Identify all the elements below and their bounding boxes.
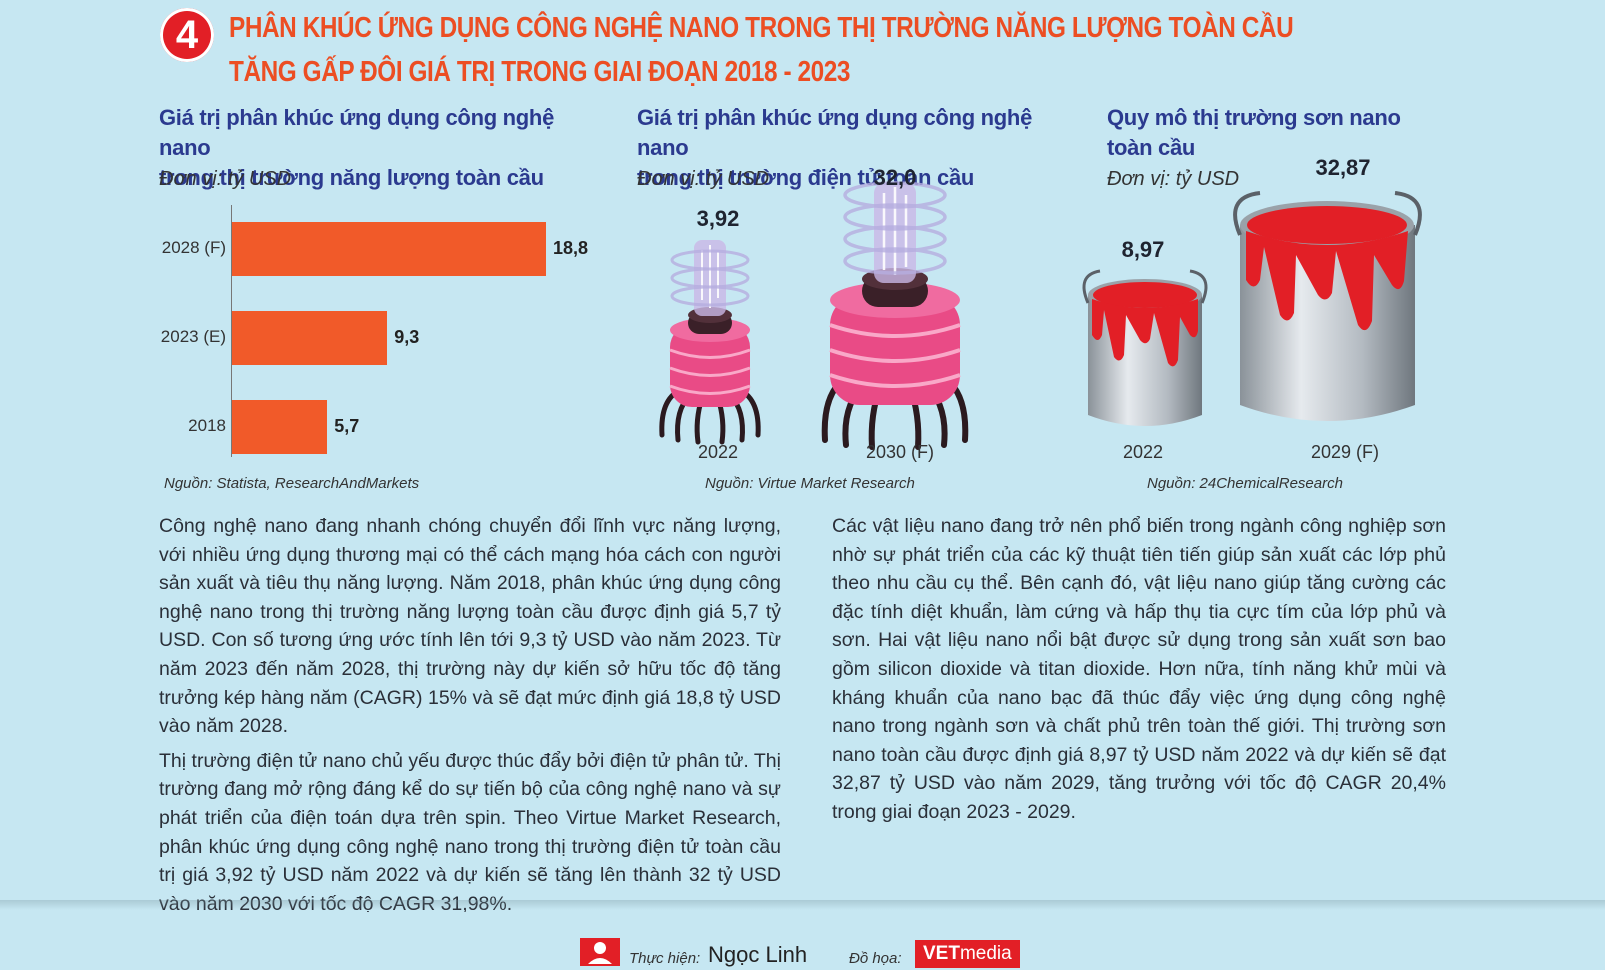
chart1-title-line2: trong thị trường năng lượng toàn cầu bbox=[159, 165, 544, 190]
person-icon bbox=[580, 938, 620, 966]
chip-figure-2022 bbox=[659, 240, 761, 445]
chart1-bar-2 bbox=[232, 400, 328, 454]
author-name: Ngọc Linh bbox=[708, 942, 808, 967]
chart1-value-label-1: 9,3 bbox=[394, 327, 420, 347]
chart3-category-label-2022: 2022 bbox=[1122, 442, 1164, 462]
vetmedia-logo: VETmedia bbox=[915, 940, 1020, 968]
chart2-category-label-2022: 2022 bbox=[697, 442, 739, 462]
section-number-badge: 4 bbox=[160, 8, 214, 62]
footer: Thực hiện: Ngọc Linh Đồ họa: VETmedia bbox=[0, 912, 1605, 970]
chart1-plot: 18,8 2028 (F) 9,3 2023 (E) 5,7 2018 bbox=[0, 0, 620, 470]
chart1-title: Giá trị phân khúc ứng dụng công nghệ nan… bbox=[159, 103, 599, 193]
chart1-category-label-2: 2018 bbox=[188, 416, 226, 435]
chart2-value-label-2022: 3,92 bbox=[696, 206, 740, 231]
footer-divider bbox=[0, 900, 1605, 910]
body-left-column: Công nghệ nano đang nhanh chóng chuyển đ… bbox=[159, 512, 781, 924]
chart1-value-label-0: 18,8 bbox=[552, 238, 588, 258]
graphic-label: Đồ họa: bbox=[849, 950, 902, 967]
chart1-unit: Đơn vị: tỷ USD bbox=[159, 168, 292, 190]
logo-light-text: media bbox=[959, 943, 1012, 964]
chart1-source: Nguồn: Statista, ResearchAndMarkets bbox=[164, 475, 420, 492]
logo-bold-text: VET bbox=[923, 943, 960, 964]
paint-can-2029 bbox=[1233, 191, 1422, 421]
chart2-source: Nguồn: Virtue Market Research bbox=[705, 475, 915, 492]
chart1-bar-1 bbox=[232, 311, 388, 365]
main-title-line2: TĂNG GẤP ĐÔI GIÁ TRỊ TRONG GIAI ĐOẠN 201… bbox=[229, 56, 850, 88]
chart3-value-label-2022: 8,97 bbox=[1121, 237, 1165, 262]
paint-can-2022 bbox=[1082, 269, 1208, 426]
chart3-category-label-2029: 2029 (F) bbox=[1310, 442, 1380, 462]
chart1-value-label-2: 5,7 bbox=[334, 416, 360, 436]
chart2-title-line1: Giá trị phân khúc ứng dụng công nghệ nan… bbox=[637, 105, 1033, 160]
chart3-source: Nguồn: 24ChemicalResearch bbox=[1147, 475, 1343, 492]
chart2-unit: Đơn vị: tỷ USD bbox=[637, 168, 770, 190]
body-right-column: Các vật liệu nano đang trở nên phổ biến … bbox=[832, 512, 1446, 833]
chart1-axis-line bbox=[231, 205, 232, 457]
chart3-title: Quy mô thị trường sơn nano toàn cầu bbox=[1107, 103, 1437, 163]
chart3-title-line2: toàn cầu bbox=[1107, 135, 1196, 160]
chart2-category-label-2030: 2030 (F) bbox=[865, 442, 935, 462]
main-title-line1: PHÂN KHÚC ỨNG DỤNG CÔNG NGHỆ NANO TRONG … bbox=[229, 12, 1294, 44]
chart2-value-label-2030: 32,0 bbox=[873, 165, 917, 190]
chart3-title-line1: Quy mô thị trường sơn nano bbox=[1107, 105, 1401, 130]
chart1-title-line1: Giá trị phân khúc ứng dụng công nghệ nan… bbox=[159, 105, 555, 160]
chart3-value-label-2029: 32,87 bbox=[1315, 155, 1371, 180]
body-left-paragraph-2: Thị trường điện tử nano chủ yếu được thú… bbox=[159, 749, 781, 915]
body-left-paragraph-1: Công nghệ nano đang nhanh chóng chuyển đ… bbox=[159, 515, 781, 738]
chart1-bar-0 bbox=[232, 222, 546, 276]
chart3-unit: Đơn vị: tỷ USD bbox=[1107, 168, 1240, 190]
author-label: Thực hiện: bbox=[629, 950, 701, 967]
chart1-category-label-1: 2023 (E) bbox=[160, 327, 226, 346]
chip-figure-2030 bbox=[821, 181, 969, 450]
chart1-category-label-0: 2028 (F) bbox=[161, 238, 226, 257]
body-right-paragraph-1: Các vật liệu nano đang trở nên phổ biến … bbox=[832, 515, 1446, 823]
main-title: PHÂN KHÚC ỨNG DỤNG CÔNG NGHỆ NANO TRONG … bbox=[229, 6, 1294, 94]
